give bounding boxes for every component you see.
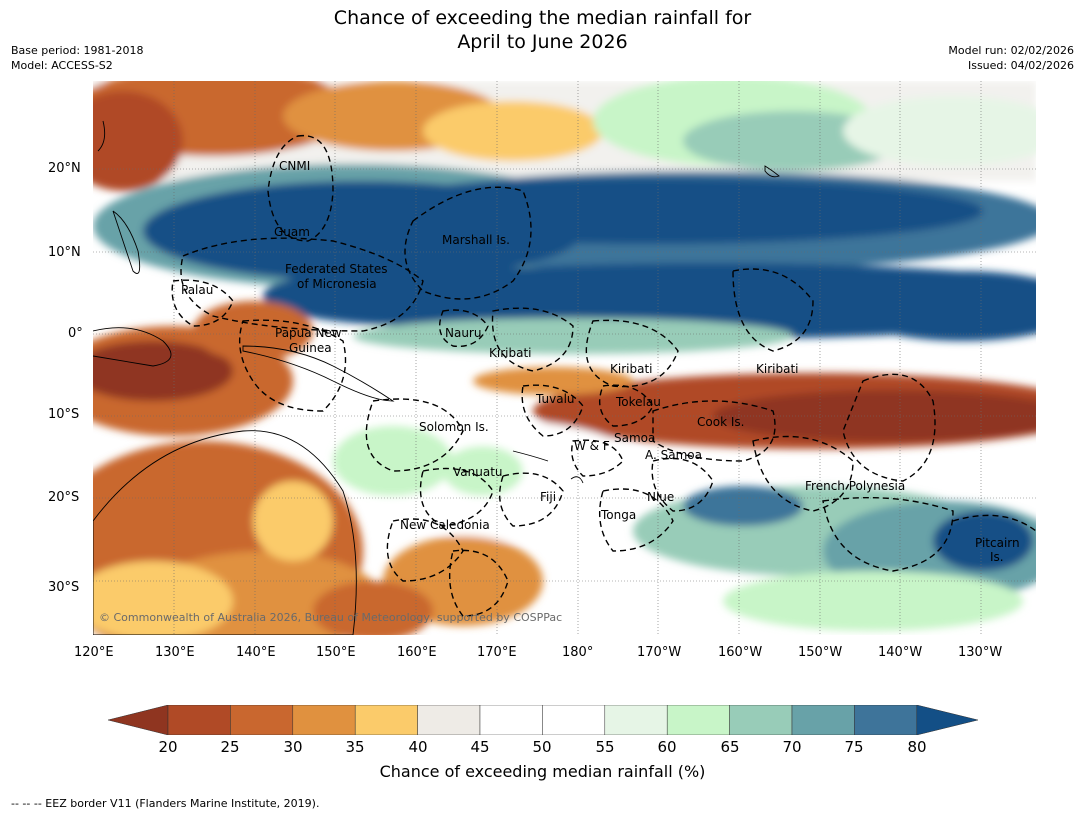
colorbar-tick-70: 70 bbox=[782, 738, 802, 756]
colorbar-tick-40: 40 bbox=[408, 738, 428, 756]
colorbar-tick-30: 30 bbox=[283, 738, 303, 756]
lon-label-160e: 160°E bbox=[397, 645, 437, 660]
label-fsm-2: of Micronesia bbox=[297, 277, 377, 291]
lon-label-140e: 140°E bbox=[236, 645, 276, 660]
colorbar-tick-35: 35 bbox=[345, 738, 365, 756]
lat-label-20s: 20°S bbox=[48, 490, 80, 505]
label-new-caledonia: New Caledonia bbox=[400, 518, 490, 532]
lon-label-140w: 140°W bbox=[878, 645, 923, 660]
colorbar-cell bbox=[167, 705, 231, 735]
colorbar-extend-high bbox=[916, 705, 978, 735]
label-marshall: Marshall Is. bbox=[442, 233, 510, 247]
lat-label-30s: 30°S bbox=[48, 580, 80, 595]
colorbar-title: Chance of exceeding median rainfall (%) bbox=[379, 762, 706, 781]
label-pitcairn-1: Pitcairn bbox=[975, 536, 1020, 550]
issued-date: Issued: 04/02/2026 bbox=[967, 59, 1074, 72]
colorbar-tick-20: 20 bbox=[158, 738, 178, 756]
colorbar-cell bbox=[666, 705, 730, 735]
lon-label-120e: 120°E bbox=[74, 645, 114, 660]
colorbar-tick-50: 50 bbox=[532, 738, 552, 756]
meta-left: Base period: 1981-2018 Model: ACCESS-S2 bbox=[11, 43, 143, 73]
label-kiribati-1: Kiribati bbox=[489, 346, 531, 360]
lat-label-10s: 10°S bbox=[48, 407, 80, 422]
base-period: Base period: 1981-2018 bbox=[11, 44, 144, 57]
label-palau: Palau bbox=[181, 283, 213, 297]
eez-footnote: -- -- -- EEZ border V11 (Flanders Marine… bbox=[11, 797, 320, 810]
copyright-notice: © Commonwealth of Australia 2026, Bureau… bbox=[99, 611, 562, 624]
title-line-2: April to June 2026 bbox=[457, 31, 628, 53]
colorbar-tick-60: 60 bbox=[657, 738, 677, 756]
colorbar-cell bbox=[854, 705, 918, 735]
colorbar-tick-45: 45 bbox=[470, 738, 490, 756]
lat-label-20n: 20°N bbox=[48, 161, 81, 176]
map-title: Chance of exceeding the median rainfall … bbox=[0, 6, 1085, 54]
colorbar-cell bbox=[417, 705, 481, 735]
label-pitcairn-2: Is. bbox=[990, 550, 1004, 564]
colorbar-tick-25: 25 bbox=[220, 738, 240, 756]
colorbar-cell bbox=[729, 705, 793, 735]
label-tonga: Tonga bbox=[600, 508, 636, 522]
label-cnmi: CNMI bbox=[279, 159, 310, 173]
lon-label-130w: 130°W bbox=[958, 645, 1003, 660]
colorbar-cell bbox=[604, 705, 668, 735]
colorbar-tick-80: 80 bbox=[907, 738, 927, 756]
label-fsm-1: Federated States bbox=[285, 262, 387, 276]
label-american-samoa: A. Samoa bbox=[645, 448, 702, 462]
colorbar-tick-65: 65 bbox=[720, 738, 740, 756]
label-png-2: Guinea bbox=[289, 341, 332, 355]
colorbar bbox=[108, 705, 978, 735]
model-name: Model: ACCESS-S2 bbox=[11, 59, 113, 72]
label-nauru: Nauru bbox=[445, 326, 481, 340]
lon-label-160w: 160°W bbox=[718, 645, 763, 660]
lon-label-170e: 170°E bbox=[477, 645, 517, 660]
label-png-1: Papua New bbox=[275, 326, 342, 340]
meta-right: Model run: 02/02/2026 Issued: 04/02/2026 bbox=[948, 43, 1074, 73]
lon-label-170w: 170°W bbox=[637, 645, 682, 660]
title-line-1: Chance of exceeding the median rainfall … bbox=[333, 7, 752, 29]
label-tokelau: Tokelau bbox=[615, 395, 661, 409]
label-kiribati-3: Kiribati bbox=[756, 362, 798, 376]
lon-label-150w: 150°W bbox=[798, 645, 843, 660]
colorbar-tick-55: 55 bbox=[595, 738, 615, 756]
rainfall-map: CNMI Guam Marshall Is. Federated States … bbox=[93, 81, 1036, 635]
label-niue: Niue bbox=[647, 490, 674, 504]
lon-label-150e: 150°E bbox=[316, 645, 356, 660]
lon-label-130e: 130°E bbox=[155, 645, 195, 660]
label-tuvalu: Tuvalu bbox=[535, 392, 575, 406]
colorbar-cell bbox=[791, 705, 855, 735]
label-wallis-futuna: W & F bbox=[574, 439, 610, 453]
label-cook-islands: Cook Is. bbox=[697, 415, 744, 429]
model-run: Model run: 02/02/2026 bbox=[948, 44, 1074, 57]
colorbar-extend-low bbox=[108, 705, 169, 735]
label-french-polynesia: French Polynesia bbox=[805, 479, 905, 493]
label-vanuatu: Vanuatu bbox=[453, 465, 503, 479]
label-solomon: Solomon Is. bbox=[419, 420, 489, 434]
label-guam: Guam bbox=[274, 225, 310, 239]
colorbar-cell bbox=[542, 705, 606, 735]
label-kiribati-2: Kiribati bbox=[610, 362, 652, 376]
colorbar-cell bbox=[292, 705, 356, 735]
colorbar-cell bbox=[230, 705, 294, 735]
lat-label-10n: 10°N bbox=[48, 245, 81, 260]
colorbar-tick-75: 75 bbox=[844, 738, 864, 756]
lon-label-180: 180° bbox=[562, 645, 594, 660]
colorbar-cell bbox=[354, 705, 418, 735]
label-fiji: Fiji bbox=[540, 490, 556, 504]
colorbar-cell bbox=[479, 705, 543, 735]
lat-label-0: 0° bbox=[68, 326, 83, 341]
label-samoa: Samoa bbox=[614, 431, 655, 445]
